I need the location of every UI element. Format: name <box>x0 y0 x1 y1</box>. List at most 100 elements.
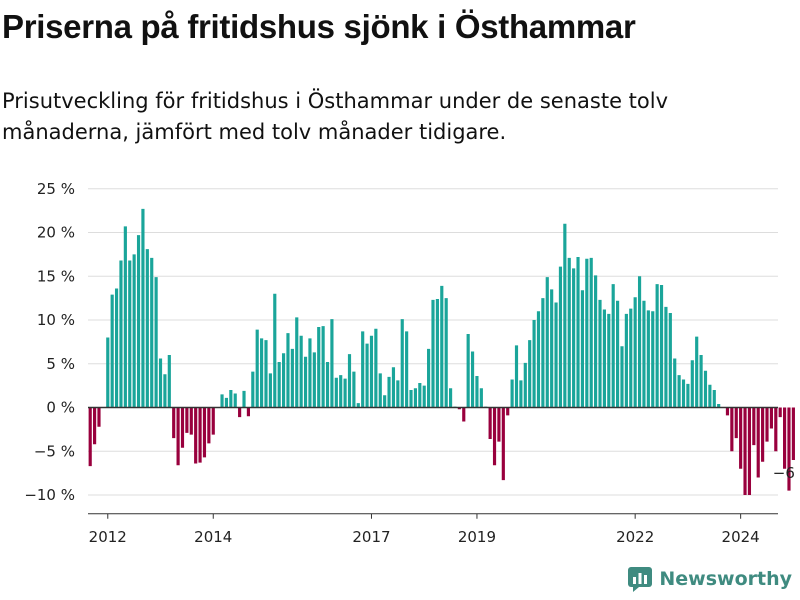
bar <box>128 260 132 408</box>
bar <box>607 313 611 408</box>
bar <box>119 260 123 408</box>
y-tick-label: −5 % <box>34 442 75 460</box>
bar <box>281 353 286 408</box>
bar <box>150 257 154 408</box>
bar <box>369 335 374 408</box>
chart-title: Priserna på fritidshus sjönk i Östhammar <box>2 8 636 45</box>
y-axis-tick-labels: −10 % −5 % 0 % 5 % 10 % 15 % 20 % 25 % <box>24 180 75 504</box>
bar <box>475 376 479 408</box>
bar <box>462 407 466 422</box>
bar <box>501 407 505 481</box>
bar <box>343 378 347 408</box>
bar <box>646 310 650 408</box>
y-tick-label: 10 % <box>37 311 75 329</box>
bar <box>334 377 338 408</box>
bar <box>506 407 510 416</box>
bar <box>761 407 765 462</box>
bar <box>545 277 549 408</box>
bar <box>769 407 773 429</box>
bar <box>229 390 233 408</box>
bar <box>725 407 730 416</box>
bars <box>88 208 795 495</box>
bar <box>734 407 738 439</box>
bar <box>286 333 290 408</box>
bar <box>651 311 655 408</box>
y-tick-label: 20 % <box>37 224 75 242</box>
bar <box>563 223 567 408</box>
bar <box>778 407 782 418</box>
bar <box>528 340 532 408</box>
bar <box>673 358 677 408</box>
bar <box>435 299 439 408</box>
bar <box>136 235 141 408</box>
bar <box>409 390 413 408</box>
bar <box>268 373 272 408</box>
bar <box>356 403 360 408</box>
bar <box>418 383 422 408</box>
bar <box>260 338 264 408</box>
bar <box>774 407 778 452</box>
bar <box>466 334 470 408</box>
bar <box>189 407 193 435</box>
bar <box>633 297 637 408</box>
bar <box>361 331 365 408</box>
bar <box>396 380 400 408</box>
bar <box>783 407 787 469</box>
bar <box>391 367 396 408</box>
bar <box>519 380 523 408</box>
bar <box>106 337 110 408</box>
bar <box>211 407 215 435</box>
bar <box>238 407 242 418</box>
bar <box>180 407 185 448</box>
bar <box>690 360 694 408</box>
y-tick-label: −10 % <box>24 486 75 504</box>
bar <box>589 257 593 408</box>
bar <box>383 395 387 408</box>
bar <box>730 407 734 452</box>
annotations: −6 % <box>773 464 800 482</box>
bar <box>514 345 519 408</box>
bar <box>558 266 563 408</box>
bar <box>479 388 483 408</box>
y-tick-label: 25 % <box>37 180 75 198</box>
bar <box>444 298 448 408</box>
bar <box>642 300 646 408</box>
bar <box>594 275 598 408</box>
bar <box>664 306 668 408</box>
bar <box>277 362 281 408</box>
bar <box>176 407 180 466</box>
bar <box>405 331 409 408</box>
bar <box>93 407 97 445</box>
bar <box>699 355 703 408</box>
bar <box>163 374 167 408</box>
bar <box>413 388 418 408</box>
bar <box>88 407 92 467</box>
bar <box>681 379 686 408</box>
brand-name: Newsworthy <box>659 568 792 590</box>
bar <box>339 375 343 408</box>
bar <box>602 309 606 408</box>
bar <box>251 371 255 408</box>
bar <box>752 407 756 446</box>
bar <box>312 352 316 408</box>
bar <box>637 276 642 408</box>
bar <box>523 362 527 408</box>
bar <box>255 329 259 408</box>
bar <box>585 258 589 408</box>
bar <box>572 268 576 408</box>
bar <box>378 373 382 408</box>
newsworthy-logo-icon <box>628 567 653 592</box>
bar <box>488 407 492 439</box>
bar <box>132 254 136 408</box>
bar <box>457 407 461 410</box>
bar <box>717 404 721 408</box>
bar <box>629 308 633 408</box>
bar <box>290 348 294 408</box>
bar <box>510 379 514 408</box>
bar <box>677 375 681 408</box>
bar <box>207 407 211 444</box>
x-tick-label: 2019 <box>458 528 496 546</box>
bar <box>233 393 237 408</box>
bar <box>756 407 760 478</box>
